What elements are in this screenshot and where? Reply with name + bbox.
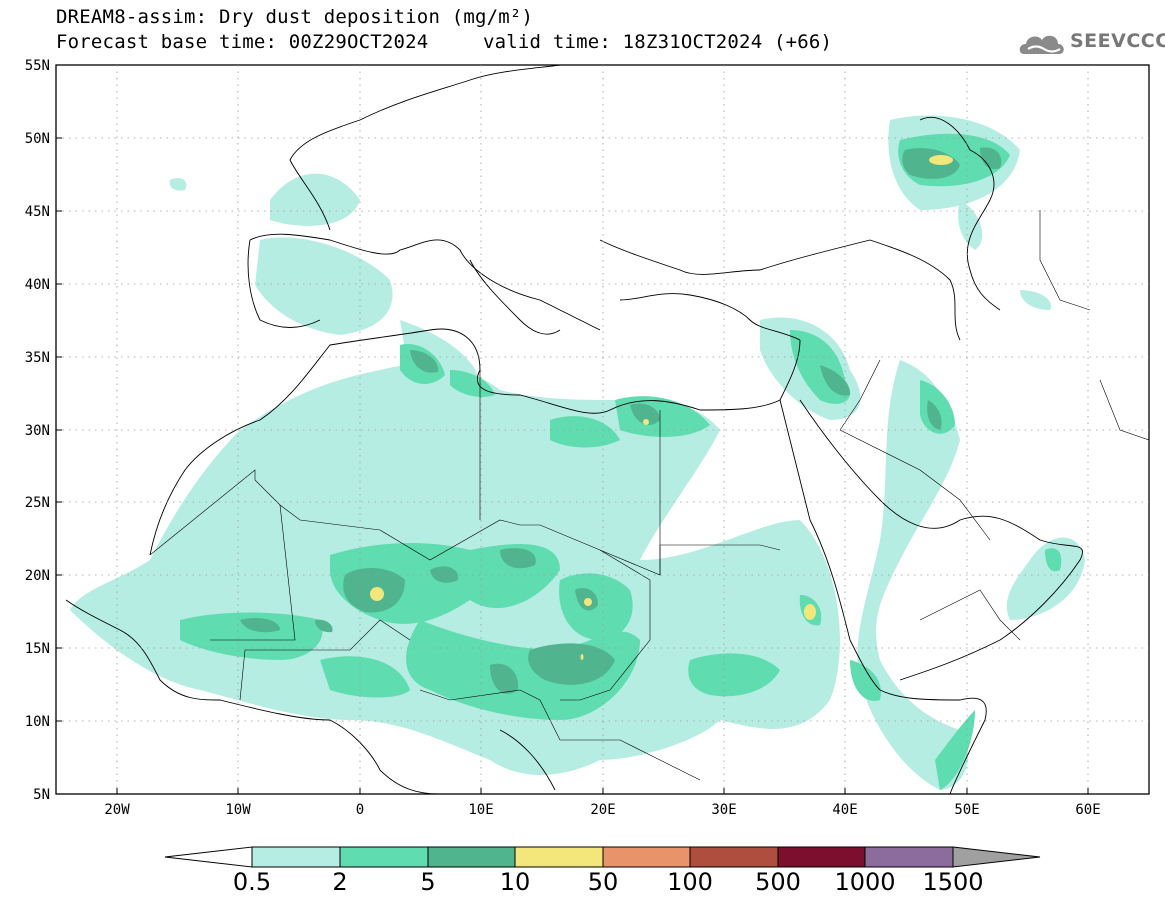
- colorbar-left-arrow: [164, 846, 253, 868]
- colorbar-label: 50: [587, 868, 619, 896]
- lon-label: 10W: [225, 802, 251, 818]
- tick-marks: [56, 64, 1089, 795]
- colorbar-label: 100: [667, 868, 713, 896]
- lat-label: 45N: [25, 204, 50, 220]
- lat-label: 15N: [25, 641, 50, 657]
- lat-label: 20N: [25, 568, 50, 584]
- lat-label: 25N: [25, 495, 50, 511]
- latitude-labels: 55N 50N 45N 40N 35N 30N 25N 20N 15N 10N …: [25, 58, 50, 803]
- lat-label: 35N: [25, 350, 50, 366]
- gridlines: [56, 65, 1149, 794]
- colorbar-segment: [251, 846, 341, 868]
- colorbar: [164, 846, 1041, 868]
- lon-label: 40E: [832, 802, 857, 818]
- colorbar-segment: [689, 846, 779, 868]
- lon-label: 30E: [711, 802, 736, 818]
- colorbar-segment: [339, 846, 429, 868]
- colorbar-segment: [602, 846, 691, 868]
- colorbar-segment: [864, 846, 954, 868]
- colorbar-label: 10: [499, 868, 531, 896]
- lon-label: 0: [356, 802, 364, 818]
- colorbar-label: 0.5: [232, 868, 272, 896]
- valid-time-label: valid time: 18Z31OCT2024 (+66): [483, 31, 833, 53]
- lat-label: 55N: [25, 58, 50, 74]
- lat-label: 5N: [33, 787, 50, 803]
- lat-label: 40N: [25, 277, 50, 293]
- colorbar-right-arrow: [952, 846, 1041, 868]
- lat-label: 10N: [25, 714, 50, 730]
- colorbar-label: 1500: [922, 868, 984, 896]
- base-time-label: Forecast base time: 00Z29OCT2024: [56, 31, 429, 53]
- title-line-2: Forecast base time: 00Z29OCT2024 valid ti…: [56, 31, 832, 53]
- logo-text: SEEVCCC: [1070, 30, 1165, 52]
- title-line-1: DREAM8-assim: Dry dust deposition (mg/m²…: [56, 6, 534, 28]
- colorbar-label: 2: [332, 868, 348, 896]
- colorbar-label: 500: [755, 868, 801, 896]
- colorbar-segment: [777, 846, 866, 868]
- colorbar-segment: [427, 846, 516, 868]
- lon-label: 60E: [1075, 802, 1100, 818]
- lon-label: 20E: [590, 802, 615, 818]
- lon-label: 10E: [468, 802, 493, 818]
- country-borders: [149, 210, 1149, 781]
- lon-label: 50E: [954, 802, 979, 818]
- cloud-logo-icon: [1019, 35, 1064, 54]
- lat-label: 50N: [25, 131, 50, 147]
- deposition-field: [70, 115, 1085, 790]
- lat-label: 30N: [25, 423, 50, 439]
- colorbar-segment: [514, 846, 604, 868]
- longitude-labels: 20W 10W 0 10E 20E 30E 40E 50E 60E: [104, 802, 1100, 818]
- colorbar-label: 1000: [834, 868, 896, 896]
- colorbar-label: 5: [420, 868, 436, 896]
- lon-label: 20W: [104, 802, 130, 818]
- coastlines: [65, 65, 1083, 794]
